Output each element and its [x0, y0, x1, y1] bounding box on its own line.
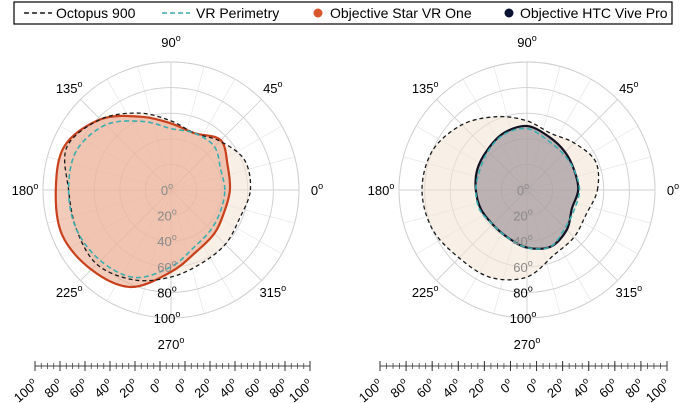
bottom-axis-tick-label: 80o	[621, 375, 647, 401]
angle-label-90: 90o	[517, 33, 536, 50]
bottom-axis-tick-label: 80o	[386, 375, 412, 401]
angle-label-225: 225o	[56, 283, 83, 300]
ring-label: 80o	[513, 283, 532, 300]
ring-label: 100o	[154, 309, 181, 326]
bottom-axis-tick-label: 60o	[595, 375, 621, 401]
bottom-axis-tick-label: 60o	[412, 375, 438, 401]
outer-ring	[398, 61, 656, 319]
legend-vr-perimetry-label: VR Perimetry	[196, 5, 279, 21]
bottom-axis-tick-label: 0o	[146, 375, 166, 396]
legend-htc-dot	[504, 8, 514, 18]
angle-label-315: 315o	[259, 283, 286, 300]
series-vr-perimetry-line	[67, 120, 226, 279]
ring-label: 100o	[510, 309, 537, 326]
angle-label-135: 135o	[56, 79, 83, 96]
bottom-axis-tick-label: 100o	[355, 375, 386, 403]
ring-label: 40o	[157, 232, 176, 249]
bottom-axis-tick-label: 100o	[10, 375, 41, 403]
bottom-axis-tick-label: 20o	[464, 375, 490, 401]
bottom-axis-tick-label: 80o	[40, 375, 66, 401]
bottom-axis-tick-label: 20o	[190, 375, 216, 401]
angle-label-0: 0o	[311, 181, 323, 198]
series-htc-area	[474, 124, 580, 250]
angle-label-45: 45o	[263, 79, 282, 96]
bottom-axis-tick-label: 0o	[522, 375, 542, 396]
bottom-axis-tick-label: 0o	[496, 375, 516, 396]
bottom-axis-tick-label: 20o	[115, 375, 141, 401]
legend-star-vr-label: Objective Star VR One	[330, 5, 472, 21]
angle-label-225: 225o	[412, 283, 439, 300]
angle-label-45: 45o	[619, 79, 638, 96]
legend-octopus-label: Octopus 900	[56, 5, 136, 21]
series-octopus-line	[64, 112, 252, 282]
right-polar-chart: 0o20o40o60o80o100o0o45o90o135o180o225o27…	[355, 33, 679, 403]
legend-box	[13, 1, 673, 25]
bottom-axis-tick-label: 80o	[265, 375, 291, 401]
ring-label: 0o	[517, 181, 529, 198]
angle-label-270: 270o	[158, 335, 185, 352]
left-polar-chart: 0o20o40o60o80o100o0o45o90o135o180o225o27…	[10, 33, 323, 403]
outer-ring	[42, 61, 300, 319]
bottom-axis-tick-label: 20o	[543, 375, 569, 401]
bottom-axis-tick-label: 40o	[215, 375, 241, 401]
legend-htc-label: Objective HTC Vive Pro	[520, 5, 668, 21]
ring-label: 80o	[157, 283, 176, 300]
bottom-axis-tick-label: 40o	[438, 375, 464, 401]
ring-label: 20o	[513, 207, 532, 224]
bottom-axis-tick-label: 60o	[65, 375, 91, 401]
angle-label-90: 90o	[161, 33, 180, 50]
angle-label-180: 180o	[368, 181, 395, 198]
bottom-axis-tick-label: 40o	[569, 375, 595, 401]
bottom-axis-tick-label: 40o	[90, 375, 116, 401]
angle-label-315: 315o	[615, 283, 642, 300]
ring-label: 0o	[161, 181, 173, 198]
legend-star-vr-dot	[313, 8, 323, 18]
bottom-axis-tick-label: 0o	[171, 375, 191, 396]
bottom-axis-tick-label: 60o	[240, 375, 266, 401]
bottom-axis-tick-label: 100o	[285, 375, 316, 403]
ring-label: 60o	[513, 258, 532, 275]
bottom-axis-tick-label: 100o	[642, 375, 673, 403]
angle-label-180: 180o	[12, 181, 39, 198]
legend: Octopus 900 VR Perimetry Objective Star …	[13, 1, 673, 25]
angle-label-135: 135o	[412, 79, 439, 96]
angle-label-270: 270o	[514, 335, 541, 352]
ring-label: 60o	[157, 258, 176, 275]
ring-label: 20o	[157, 207, 176, 224]
ring-label: 40o	[513, 232, 532, 249]
series-star-vr-area	[54, 114, 232, 289]
angle-label-0: 0o	[667, 181, 679, 198]
